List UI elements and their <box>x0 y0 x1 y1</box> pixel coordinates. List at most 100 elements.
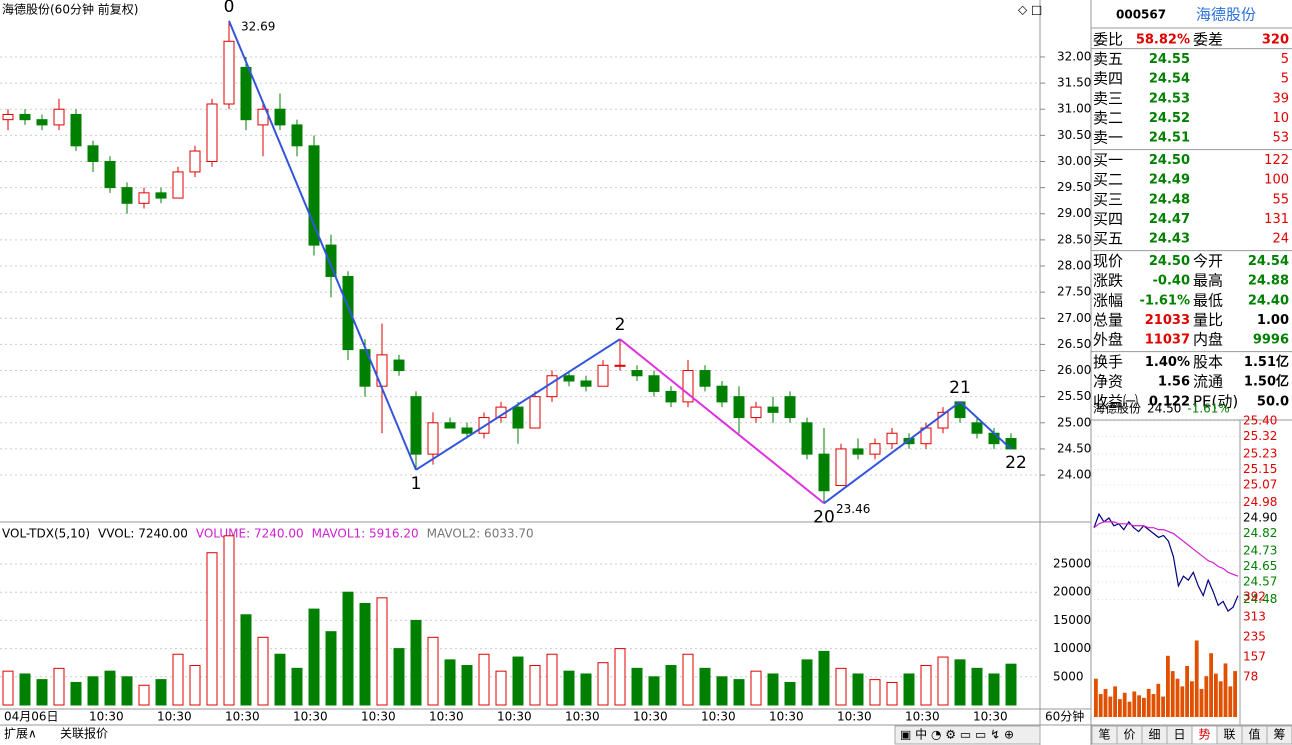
candle-body <box>274 108 286 126</box>
quote-value: 53 <box>1272 131 1289 146</box>
tab-label[interactable]: 细 <box>1148 728 1160 742</box>
bottom-tab[interactable]: 关联报价 <box>60 726 108 741</box>
quote-label: 换手 <box>1093 353 1123 371</box>
volume-bar <box>172 653 184 706</box>
quote-value: 1.56 <box>1158 375 1190 390</box>
tab-label[interactable]: 势 <box>1198 728 1210 742</box>
quote-value: 24.50 <box>1149 153 1190 168</box>
tab-label[interactable]: 联 <box>1223 728 1235 742</box>
icon[interactable]: ◇ □ <box>1018 3 1042 17</box>
volume-bar <box>376 597 388 706</box>
volume-header: MAVOL2: 6033.70 <box>427 527 534 541</box>
y-tick-label: 25.32 <box>1243 429 1277 443</box>
bottom-tab[interactable]: 扩展∧ <box>4 727 37 741</box>
x-tick-label: 10:30 <box>429 710 464 724</box>
volume-bar <box>138 684 150 706</box>
candle-body <box>461 427 473 434</box>
quote-value: 1.51亿 <box>1244 354 1289 370</box>
tab-label[interactable]: 值 <box>1248 727 1260 742</box>
quote-value: 131 <box>1264 212 1289 227</box>
tab-label[interactable]: 价 <box>1123 728 1135 742</box>
y-tick-label: 24.48 <box>1243 592 1277 606</box>
y-tick-label: 25.15 <box>1243 462 1277 476</box>
quote-label: 卖五 <box>1093 50 1123 68</box>
volume-bar <box>750 670 762 706</box>
tab-label[interactable]: 筹 <box>1273 728 1285 742</box>
tab-label[interactable]: 日 <box>1173 728 1185 742</box>
volume-bar <box>495 670 507 706</box>
toolbar-icons[interactable]: ▣ 中 ◔ ⚙ ▭ ▭ ↯ ⊕ <box>900 727 1014 742</box>
mini-line <box>1093 512 1239 613</box>
quote-label: 卖二 <box>1093 109 1123 127</box>
volume-bar <box>257 636 269 706</box>
y-tick-label: 25000 <box>1053 557 1091 571</box>
quote-label: 涨幅 <box>1093 291 1123 309</box>
candle-body <box>631 370 643 377</box>
volume-bar <box>461 665 473 706</box>
quote-value: 1.00 <box>1257 313 1289 328</box>
y-tick-label: 25.50 <box>1057 389 1091 403</box>
volume-bar <box>512 656 524 706</box>
quote-value: 39 <box>1272 91 1289 106</box>
candle-body <box>70 113 82 147</box>
y-tick-label: 28.00 <box>1057 259 1091 273</box>
quote-label: 卖四 <box>1093 70 1123 88</box>
quote-value: 58.82% <box>1136 33 1190 48</box>
mini-volume-bar <box>1103 688 1108 717</box>
candle-body <box>172 171 184 199</box>
quote-value: 24.47 <box>1149 212 1190 227</box>
period[interactable]: 60分钟 <box>1045 709 1084 724</box>
volume-bar <box>342 591 354 706</box>
tab[interactable] <box>1266 725 1292 745</box>
x-tick-label: 10:30 <box>701 710 736 724</box>
mini-volume-bar <box>1137 695 1141 717</box>
y-tick-label: 26.50 <box>1057 337 1091 351</box>
volume-bar <box>631 667 643 706</box>
mini-line <box>1093 521 1239 577</box>
volume-bar <box>2 670 14 706</box>
volume-header: VOL-TDX(5,10) <box>2 527 90 541</box>
y-tick-label: 29.00 <box>1057 206 1091 220</box>
quote-value: 100 <box>1264 173 1289 188</box>
quote-value: 24.52 <box>1149 111 1190 126</box>
y-tick-label: 10000 <box>1053 641 1091 655</box>
volume-bar <box>325 631 337 706</box>
candle-body <box>1005 437 1017 450</box>
quote-value: 24 <box>1272 232 1289 247</box>
quote-value: 21033 <box>1145 313 1190 328</box>
volume-bar <box>70 681 82 706</box>
volume-bar <box>563 670 575 706</box>
volume-bar <box>444 659 456 706</box>
candle-body <box>937 411 949 429</box>
mini-volume-bar <box>1118 699 1122 717</box>
volume-bar <box>410 619 422 706</box>
quote-label: 委差 <box>1193 31 1223 49</box>
candle-body <box>546 375 558 398</box>
volume-bar <box>835 667 847 706</box>
x-tick-label: 10:30 <box>633 710 668 724</box>
quote-label: 净资 <box>1093 373 1123 391</box>
quote-value: 5 <box>1281 72 1289 87</box>
volume-bar <box>274 653 286 706</box>
candle-body <box>206 103 218 162</box>
mini-volume-bar <box>1175 678 1180 717</box>
y-tick-label: 24.50 <box>1057 441 1091 455</box>
quote-value: 320 <box>1262 33 1289 48</box>
quote-value: 122 <box>1264 153 1289 168</box>
candle-body <box>291 124 303 147</box>
mini-volume-bar <box>1166 655 1170 717</box>
quote-label: PE(动) <box>1193 392 1238 410</box>
quote-label: 最低 <box>1193 291 1223 309</box>
volume-bar <box>597 662 609 706</box>
quote-value: 24.43 <box>1149 232 1190 247</box>
mini-volume-bar <box>1127 701 1132 717</box>
volume-bar <box>291 667 303 706</box>
candle-body <box>869 443 881 455</box>
tab-label[interactable]: 笔 <box>1098 727 1110 742</box>
quote-value: -0.40 <box>1153 274 1190 289</box>
x-tick-label: 10:30 <box>361 710 396 724</box>
y-tick-label: 30.00 <box>1057 154 1091 168</box>
candle-body <box>971 422 983 434</box>
volume-bar <box>886 681 898 706</box>
mini-volume-bar <box>1204 676 1209 717</box>
